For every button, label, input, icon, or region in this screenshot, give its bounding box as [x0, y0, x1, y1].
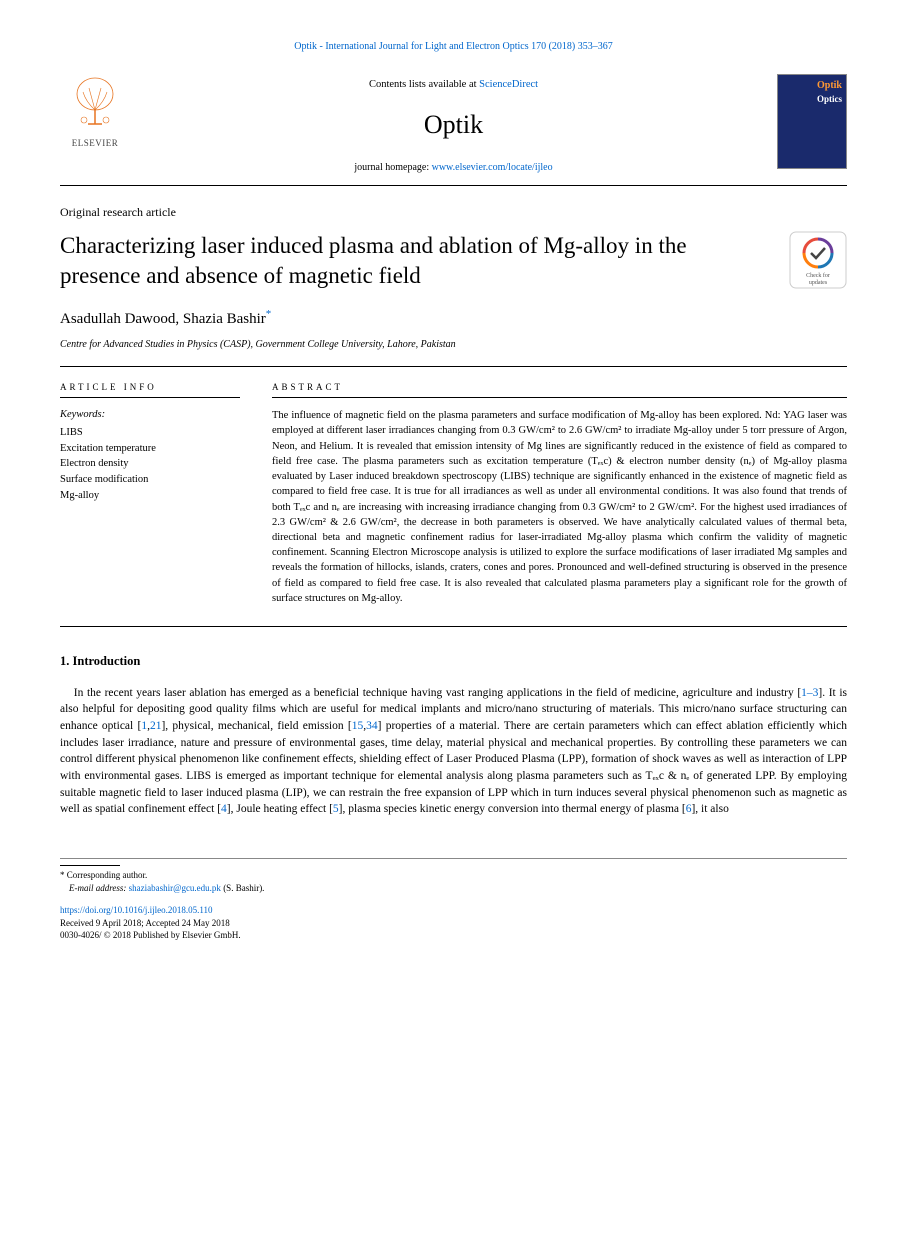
email-link[interactable]: shaziabashir@gcu.edu.pk — [129, 883, 221, 893]
doi-link[interactable]: https://doi.org/10.1016/j.ijleo.2018.05.… — [60, 905, 213, 915]
check-updates-icon[interactable]: Check for updates — [789, 231, 847, 289]
journal-header: ELSEVIER Optik Optics Contents lists ava… — [60, 66, 847, 186]
homepage-line: journal homepage: www.elsevier.com/locat… — [140, 161, 767, 175]
intro-paragraph: In the recent years laser ablation has e… — [60, 685, 847, 818]
svg-text:Check for: Check for — [806, 272, 830, 279]
keyword: Electron density — [60, 456, 240, 472]
elsevier-tree-icon — [68, 74, 123, 129]
svg-text:updates: updates — [809, 280, 828, 286]
sciencedirect-link[interactable]: ScienceDirect — [479, 79, 538, 90]
elsevier-logo: ELSEVIER — [60, 74, 130, 149]
corresponding-author-note: * Corresponding author. — [60, 869, 847, 882]
affiliation: Centre for Advanced Studies in Physics (… — [60, 338, 847, 367]
email-line: E-mail address: shaziabashir@gcu.edu.pk … — [60, 882, 847, 895]
article-info-head: ARTICLE INFO — [60, 381, 240, 399]
ref-link[interactable]: 1–3 — [801, 687, 818, 699]
citation-header: Optik - International Journal for Light … — [60, 40, 847, 54]
section-heading-introduction: 1. Introduction — [60, 653, 847, 671]
ref-link[interactable]: 34 — [366, 720, 378, 732]
cover-title-1: Optik — [778, 75, 846, 93]
authors: Asadullah Dawood, Shazia Bashir* — [60, 307, 847, 330]
abstract-text: The influence of magnetic field on the p… — [272, 408, 847, 606]
keyword: Surface modification — [60, 472, 240, 488]
abstract-column: ABSTRACT The influence of magnetic field… — [272, 381, 847, 606]
journal-name: Optik — [140, 107, 767, 143]
keyword: Excitation temperature — [60, 441, 240, 457]
ref-link[interactable]: 15 — [352, 720, 364, 732]
keywords-label: Keywords: — [60, 408, 240, 423]
ref-link[interactable]: 21 — [150, 720, 162, 732]
article-info-column: ARTICLE INFO Keywords: LIBS Excitation t… — [60, 381, 240, 606]
issn-copyright-line: 0030-4026/ © 2018 Published by Elsevier … — [60, 929, 847, 942]
cover-title-2: Optics — [778, 93, 846, 106]
keyword: Mg-alloy — [60, 488, 240, 504]
footer: * Corresponding author. E-mail address: … — [60, 858, 847, 942]
abstract-head: ABSTRACT — [272, 381, 847, 399]
contents-available-line: Contents lists available at ScienceDirec… — [140, 78, 767, 93]
article-type: Original research article — [60, 204, 847, 221]
received-accepted-line: Received 9 April 2018; Accepted 24 May 2… — [60, 917, 847, 930]
keyword: LIBS — [60, 425, 240, 441]
elsevier-label: ELSEVIER — [60, 137, 130, 150]
corresponding-marker-link[interactable]: * — [266, 308, 272, 320]
article-title: Characterizing laser induced plasma and … — [60, 231, 769, 291]
journal-cover-thumbnail[interactable]: Optik Optics — [777, 74, 847, 169]
homepage-link[interactable]: www.elsevier.com/locate/ijleo — [432, 162, 553, 173]
